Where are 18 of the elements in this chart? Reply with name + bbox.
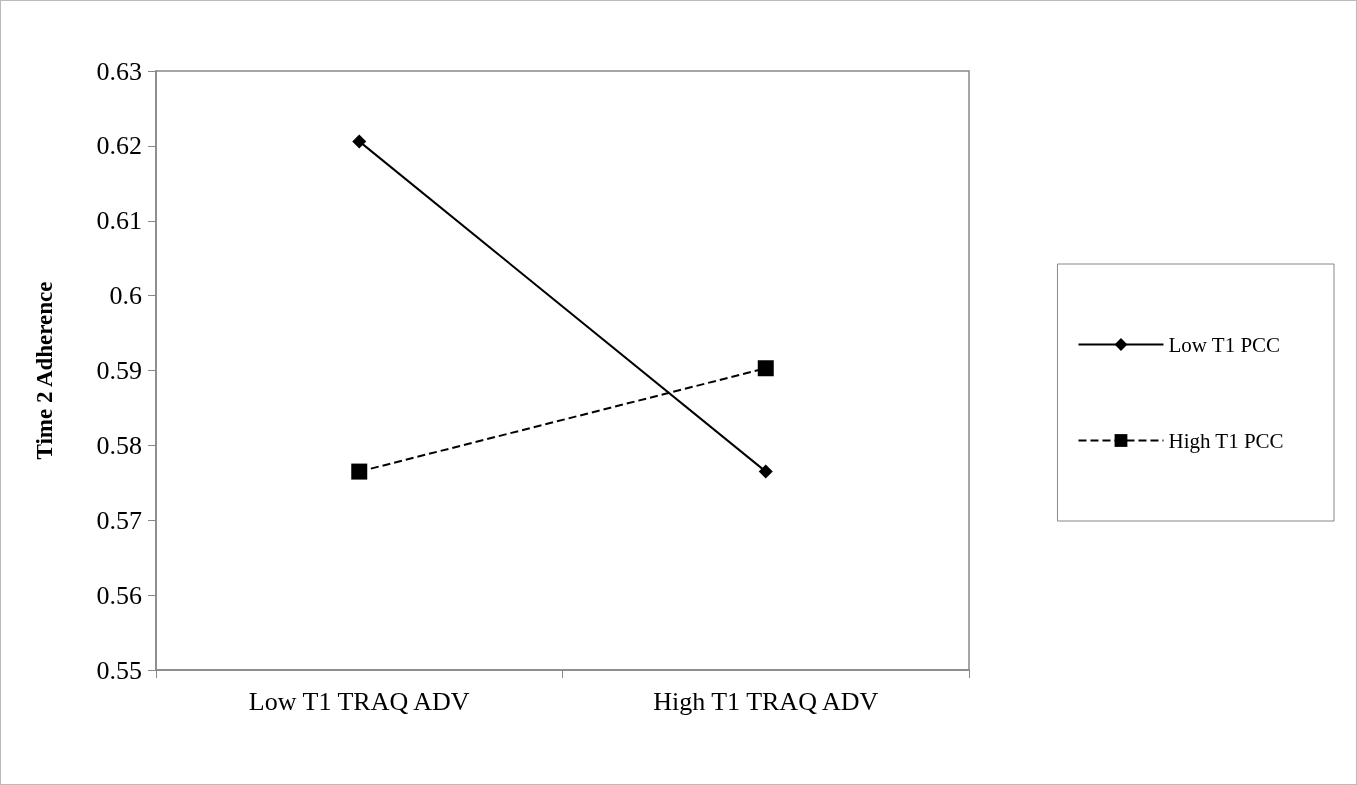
legend-label: High T1 PCC [1168,428,1284,453]
y-tick-label: 0.6 [109,281,142,311]
legend-label: Low T1 PCC [1168,332,1281,357]
y-tick-label: 0.58 [96,430,142,460]
point [758,464,773,479]
y-tick-label: 0.55 [96,655,142,685]
point [757,360,774,377]
y-tick-label: 0.57 [96,505,142,535]
point [352,134,367,149]
y-tick-label: 0.61 [96,206,142,236]
y-tick-label: 0.62 [96,131,142,161]
point [351,463,368,480]
y-tick-label: 0.59 [96,356,142,385]
y-tick-label: 0.63 [96,56,142,86]
y-axis-title: Time 2 Adherence [32,281,57,460]
x-tick-label: High T1 TRAQ ADV [653,686,879,716]
y-tick-label: 0.56 [96,580,142,610]
x-tick-label: Low T1 TRAQ ADV [248,686,470,716]
